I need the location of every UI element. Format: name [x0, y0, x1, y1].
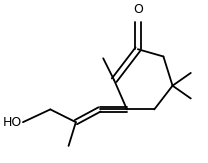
Text: HO: HO: [3, 116, 22, 129]
Text: O: O: [133, 3, 143, 16]
